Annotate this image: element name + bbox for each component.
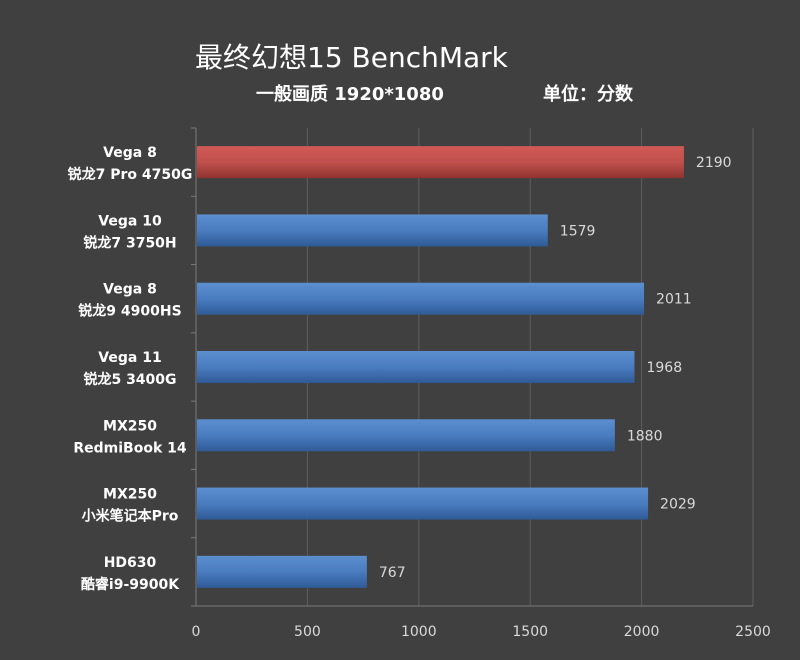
axes bbox=[191, 127, 753, 607]
value-label: 1968 bbox=[646, 360, 682, 376]
x-tick-label: 0 bbox=[192, 624, 201, 640]
category-label-line1: Vega 10 bbox=[98, 213, 162, 229]
bar-3 bbox=[197, 351, 635, 383]
x-tick-label: 1000 bbox=[401, 624, 437, 640]
value-label: 1579 bbox=[560, 223, 596, 239]
x-tick-label: 500 bbox=[294, 624, 321, 640]
x-tick-label: 1500 bbox=[512, 624, 548, 640]
bar-2 bbox=[197, 282, 645, 315]
category-label-line1: HD630 bbox=[104, 555, 157, 571]
subtitle-quality: 一般画质 1920*1080 bbox=[256, 84, 444, 105]
bar-6 bbox=[197, 555, 367, 588]
chart-title: 最终幻想15 BenchMark bbox=[195, 41, 508, 74]
category-label-line2: 锐龙7 3750H bbox=[83, 234, 176, 251]
category-label-line2: 小米笔记本Pro bbox=[82, 508, 179, 525]
labels: 0 500 1000 1500 2000 2500 2190 Vega 8 锐龙7 Pro 47… bbox=[68, 145, 771, 640]
value-label: 767 bbox=[379, 565, 406, 581]
value-label: 1880 bbox=[627, 428, 663, 444]
category-label-line1: Vega 8 bbox=[103, 282, 157, 298]
x-tick-label: 2000 bbox=[624, 624, 660, 640]
category-label-line1: Vega 8 bbox=[103, 145, 157, 161]
category-label-line1: MX250 bbox=[103, 418, 157, 434]
category-label-line2: 锐龙9 4900HS bbox=[78, 303, 181, 320]
bars bbox=[197, 146, 684, 588]
bar-4 bbox=[197, 419, 615, 452]
category-label-line1: MX250 bbox=[103, 487, 157, 503]
value-label: 2011 bbox=[656, 292, 692, 308]
bar-0 bbox=[197, 146, 684, 179]
category-label-line2: 锐龙7 Pro 4750G bbox=[68, 166, 193, 183]
value-label: 2190 bbox=[696, 155, 732, 171]
subtitle-unit: 单位：分数 bbox=[543, 84, 633, 105]
category-label-line2: 酷睿i9-9900K bbox=[81, 576, 180, 593]
bar-5 bbox=[197, 487, 649, 520]
category-label-line2: 锐龙5 3400G bbox=[83, 371, 176, 388]
category-label-line1: Vega 11 bbox=[98, 350, 161, 366]
bar-1 bbox=[197, 214, 548, 247]
category-label-line2: RedmiBook 14 bbox=[73, 440, 187, 456]
value-label: 2029 bbox=[660, 497, 696, 513]
x-tick-label: 2500 bbox=[735, 624, 771, 640]
